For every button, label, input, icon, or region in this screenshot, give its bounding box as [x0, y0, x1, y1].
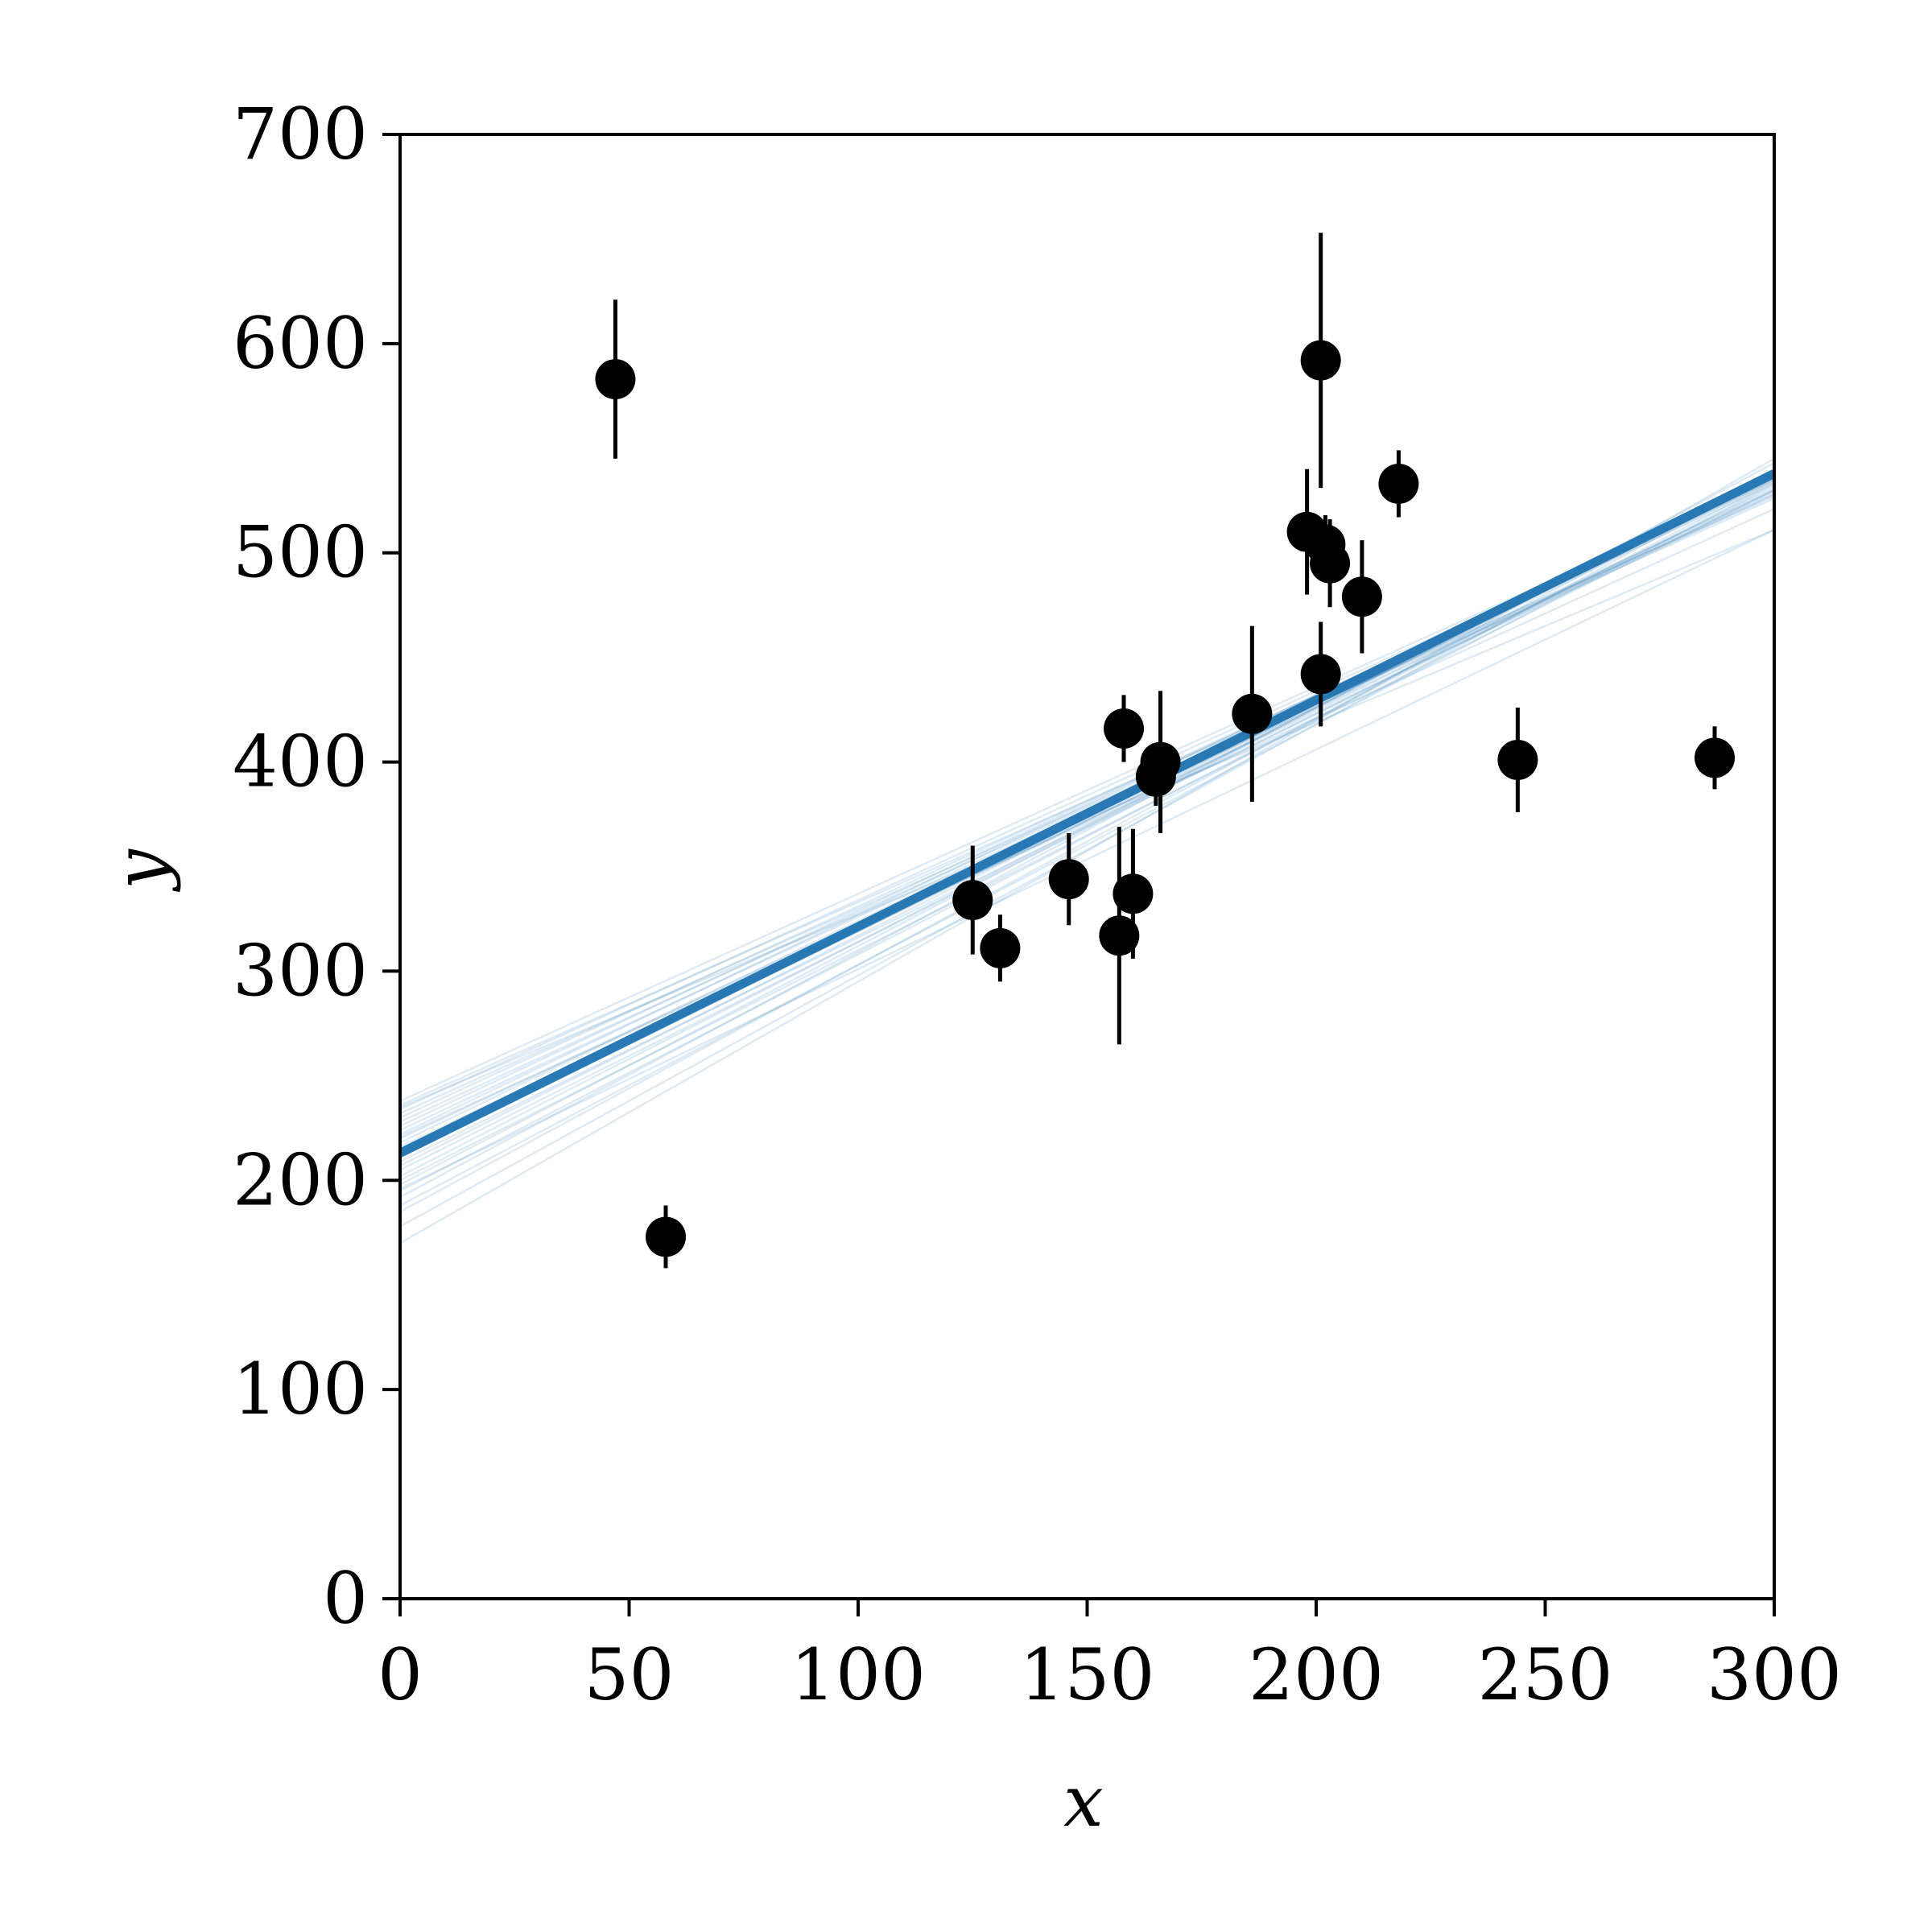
y-tick-label: 500	[233, 511, 368, 594]
posterior-sample-line	[399, 470, 1775, 1213]
x-tick-label: 50	[584, 1633, 675, 1716]
y-tick-label: 400	[233, 720, 368, 803]
data-point	[980, 927, 1021, 968]
posterior-sample-line	[399, 497, 1775, 1115]
ticks: 0 50 100 150 200 250 300 0 100 200 300 400 500 600 700	[233, 93, 1842, 1716]
y-tick-label: 300	[233, 929, 368, 1012]
posterior-sample-line	[399, 508, 1775, 1137]
y-tick-label: 600	[233, 302, 368, 385]
y-tick-label: 200	[233, 1138, 368, 1221]
fit-line-layer	[398, 469, 1777, 1158]
x-axis-label: x	[1063, 1760, 1104, 1843]
data-point	[1099, 915, 1140, 956]
x-tick-label: 100	[791, 1633, 926, 1716]
posterior-sample-line	[399, 489, 1775, 1163]
posterior-sample-line	[399, 493, 1775, 1123]
data-points	[595, 233, 1736, 1269]
data-point	[1113, 873, 1154, 914]
posterior-sample-line	[399, 481, 1775, 1192]
x-tick-label: 150	[1020, 1633, 1155, 1716]
x-tick-label: 300	[1707, 1633, 1842, 1716]
y-tick-label: 700	[233, 93, 368, 175]
data-point	[1048, 859, 1089, 900]
posterior-sample-line	[399, 485, 1775, 1171]
data-point	[1300, 654, 1341, 695]
data-point	[646, 1216, 687, 1257]
data-point	[1140, 741, 1181, 782]
posterior-sample-line	[399, 482, 1775, 1207]
x-tick-label: 0	[378, 1633, 423, 1716]
posterior-sample-line	[399, 472, 1775, 1228]
y-tick-label: 0	[323, 1557, 368, 1640]
data-point	[1695, 737, 1736, 778]
data-point	[952, 880, 993, 921]
data-point	[1378, 463, 1419, 504]
x-tick-label: 250	[1478, 1633, 1613, 1716]
posterior-sample-line	[399, 529, 1775, 1190]
fit-line	[398, 469, 1777, 1158]
data-point	[1300, 340, 1341, 381]
data-point	[1341, 576, 1382, 617]
posterior-sample-line	[399, 489, 1775, 1182]
data-point	[1497, 739, 1538, 780]
data-point	[1232, 693, 1273, 734]
y-axis-label: y	[99, 848, 182, 893]
axes	[398, 133, 1776, 1600]
posterior-sample-line	[399, 528, 1775, 1108]
plot-frame	[398, 133, 1776, 1600]
data-point	[1286, 511, 1327, 552]
posterior-sample-line	[399, 495, 1775, 1106]
y-tick-label: 100	[233, 1348, 368, 1430]
x-tick-label: 200	[1249, 1633, 1384, 1716]
data-point	[595, 359, 636, 400]
data-point	[1104, 708, 1145, 749]
